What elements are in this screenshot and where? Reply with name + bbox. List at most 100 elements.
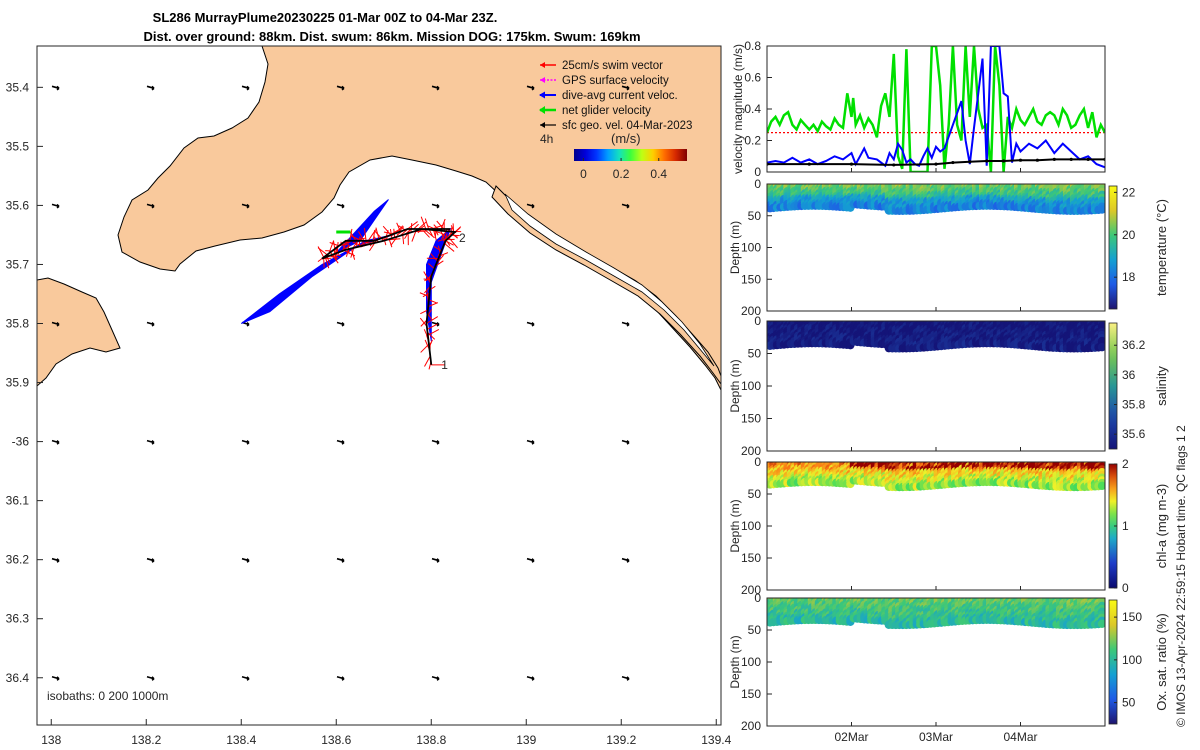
map-y-tick-label: 35.8 [6,317,30,331]
map-y-tick-label: 35.7 [6,257,30,271]
swim-vector-arrow [367,229,377,242]
chla-colorbar-label: chl-a (mg m-3) [1154,484,1169,569]
time-x-axis: 02Mar 03Mar 04Mar [834,168,1038,744]
velocity-series-marker [985,159,989,163]
velocity-series-marker [951,160,955,165]
salinity-section-data [767,321,1105,353]
swim-vector-arrow [333,249,338,261]
velocity-series-line [767,46,1105,169]
geo-velocity-arrow [336,203,345,209]
salinity-colorbar-tick-label: 35.6 [1122,427,1146,441]
swim-vector-arrow [420,216,427,230]
map-velocity-colorbar-ticks: 0 0.2 0.4 [580,158,667,181]
geo-velocity-arrow [336,557,345,563]
time-x-tick-label: 04Mar [1003,730,1037,744]
map-velocity-colorbar [574,149,687,161]
salinity-colorbar-label: salinity [1154,366,1169,406]
swim-vector-arrow [402,234,405,245]
swim-vector-arrow [448,237,458,249]
time-x-tick-label: 02Mar [834,730,868,744]
lagoon-water [504,193,715,367]
map-layers [37,46,721,681]
oxygen-colorbar-tick-label: 150 [1122,610,1142,624]
swim-vector-arrow [317,246,325,258]
swim-vector-arrow [350,248,356,260]
map-colorbar-tick-label: 0.4 [650,167,667,181]
map-y-axis: 35.4 35.5 35.6 35.7 35.8 35.9 -36 36.1 36.2 36.3 3… [6,80,43,685]
geo-velocity-arrow [621,557,630,563]
geo-velocity-arrow [336,675,345,681]
legend-gps-velocity-arrowhead [540,77,545,83]
geo-velocity-arrow [526,321,535,327]
swim-vector-arrow [410,223,413,233]
temperature-y-tick-label: 200 [741,304,761,318]
velocity-series-marker [1052,157,1056,161]
map-x-axis: 138 138.2 138.4 138.6 138.8 139 139.2 139.4 [41,719,732,747]
velocity-panel: 0 0.2 0.4 0.6 0.8 velocity magnitude (m/s) [731,39,1106,179]
geo-velocity-arrow [526,557,535,563]
chla-y-tick-label: 50 [748,487,762,501]
swim-vector-arrow [419,317,428,327]
geo-velocity-arrow [431,321,440,327]
salinity-colorbar [1108,322,1118,450]
swim-vector-arrow [419,292,430,297]
geo-velocity-arrow [146,85,155,91]
geo-velocity-arrow [526,203,535,209]
map-x-tick-label: 139.4 [701,733,731,747]
swim-vector-arrow [433,229,437,241]
swim-vector-arrow [449,231,458,239]
map-x-tick-label: 138 [41,733,61,747]
swim-vector-arrow [396,222,401,232]
geo-velocity-arrow [526,675,535,681]
isobaths-label: isobaths: 0 200 1000m [47,689,168,703]
velocity-series-marker [849,162,854,166]
chla-colorbar-tick-label: 2 [1122,457,1129,471]
legend-swim-vector-arrowhead [540,62,545,68]
chla-section-panel: 0 50 100 150 200 Depth (m) 0 1 2 chl-a (mg m-3) [728,455,1169,597]
velocity-y-label: velocity magnitude (m/s) [731,44,745,174]
current-velocity-layer [240,199,452,342]
oxygen-colorbar-tick-label: 100 [1122,653,1142,667]
temperature-y-tick-label: 150 [741,272,761,286]
map-x-tick-label: 138.2 [131,733,161,747]
swim-vector-arrow [424,355,431,367]
waypoint-2-label: 2 [459,231,466,245]
legend-geo-velocity-arrowhead [540,122,545,128]
map-x-tick-label: 139 [516,733,536,747]
geo-velocity-arrow [621,85,630,91]
swim-vector-arrow [407,221,418,230]
velocity-y-tick-label: 0.6 [744,71,761,85]
temperature-y-tick-label: 100 [741,241,761,255]
legend-current-label: dive-avg current veloc. [562,90,678,102]
swim-vector-arrow [363,227,367,241]
oxygen-colorbar-tick-label: 50 [1122,696,1136,710]
swim-vector-arrow [369,239,378,252]
legend-net-velocity-arrowhead [539,106,545,114]
swim-vector-arrow [328,240,335,254]
swim-vector-arrow [443,231,453,242]
figure-title-line1: SL286 MurrayPlume20230225 01-Mar 00Z to … [153,10,498,25]
velocity-series-line [767,46,1105,172]
salinity-y-tick-label: 200 [741,444,761,458]
swim-vector-arrow [324,257,330,269]
swim-vector-arrow [421,228,430,238]
geo-velocity-arrow [241,557,250,563]
map-x-tick-label: 138.4 [226,733,256,747]
map-x-tick-label: 139.2 [606,733,636,747]
velocity-y-tick-label: 0 [754,165,761,179]
map-frame [36,45,722,726]
salinity-sample-marker [1097,342,1105,352]
swim-vector-arrow [345,248,349,257]
salinity-section-panel: 0 50 100 150 200 Depth (m) 35.6 35.8 36 36.2 salin… [728,314,1169,458]
geo-velocity-arrow [241,439,250,445]
temperature-colorbar [1108,185,1118,310]
velocity-series-marker [807,162,811,166]
velocity-series-marker [892,163,896,167]
map-y-tick-label: 35.9 [6,376,30,390]
oxygen-y-tick-label: 200 [741,719,761,733]
swim-vector-arrow [428,299,437,304]
figure-title-line2: Dist. over ground: 88km. Dist. swum: 86k… [143,29,640,44]
geo-velocity-arrow [51,439,60,445]
geo-velocity-arrow [621,203,630,209]
